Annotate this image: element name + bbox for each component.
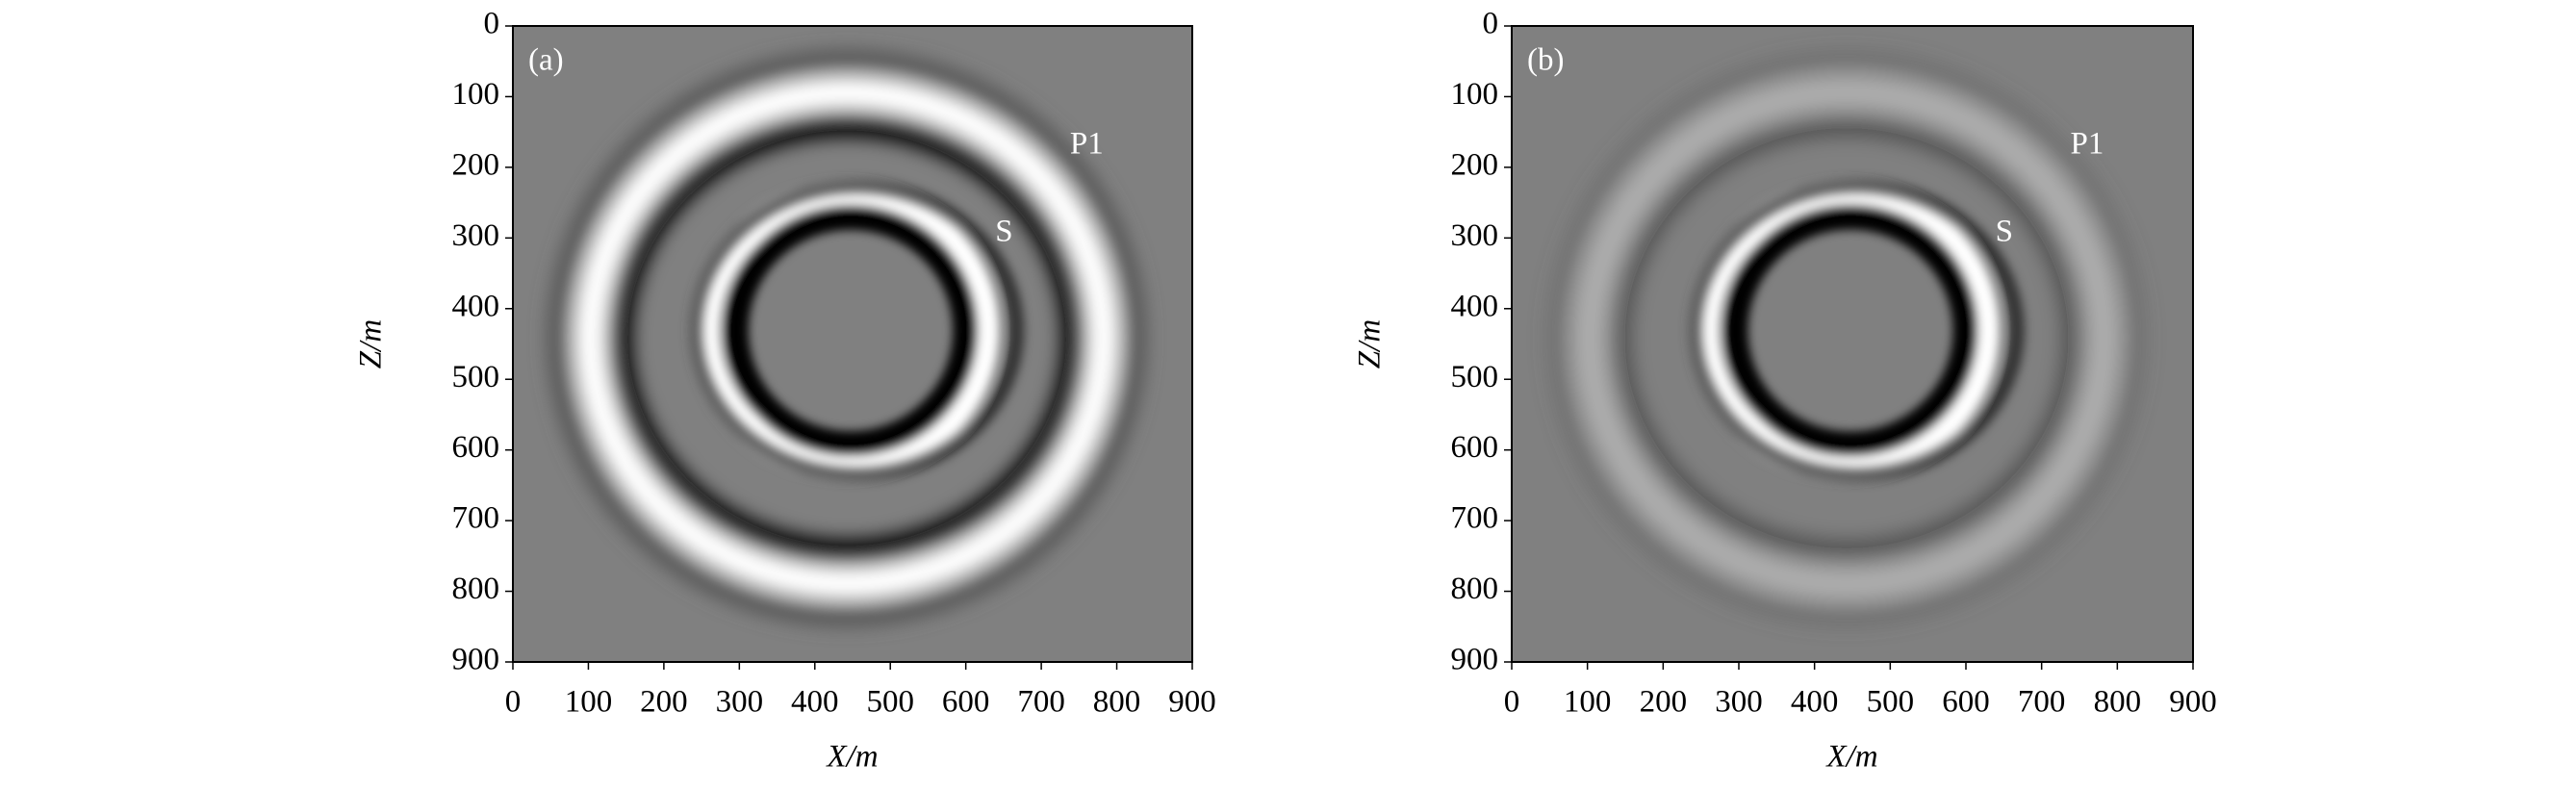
s-ring-white — [1690, 181, 2000, 480]
y-tick-label: 800 — [1451, 572, 1499, 606]
y-tick-label: 800 — [452, 572, 500, 606]
wavefield — [513, 26, 1192, 662]
annotation: P1 — [1070, 127, 1104, 162]
wavefield — [1512, 26, 2193, 662]
s-ring-black — [723, 204, 979, 457]
x-tick-label: 300 — [1715, 685, 1763, 720]
x-tick-label: 200 — [1640, 685, 1688, 720]
p-ring-faint — [546, 49, 1148, 627]
p-ring-white — [1572, 75, 2121, 601]
x-tick-label: 0 — [1504, 685, 1520, 720]
y-tick-label: 700 — [452, 501, 500, 536]
x-axis-label: X/m — [825, 740, 878, 775]
x-tick-label: 800 — [2094, 685, 2142, 720]
x-tick-label: 500 — [866, 685, 914, 720]
y-axis-label: Z/m — [1353, 319, 1388, 369]
y-tick-label: 700 — [1451, 501, 1499, 536]
x-tick-label: 100 — [1564, 685, 1612, 720]
rings — [546, 49, 1148, 627]
y-tick-label: 400 — [1451, 289, 1499, 323]
annotation: P1 — [2071, 127, 2104, 162]
y-tick-label: 900 — [452, 643, 500, 677]
x-tick-label: 400 — [1791, 685, 1839, 720]
p-ring-white — [574, 76, 1120, 600]
x-tick-label: 900 — [2169, 685, 2217, 720]
s-ring-black-outer — [688, 179, 1025, 482]
x-tick-label: 900 — [1168, 685, 1216, 720]
y-tick-label: 500 — [1451, 360, 1499, 394]
s-ring-white — [690, 181, 1000, 480]
x-tick-label: 300 — [716, 685, 764, 720]
s-rings — [1688, 179, 2025, 482]
x-tick-label: 500 — [1867, 685, 1915, 720]
x-tick-label: 400 — [791, 685, 839, 720]
x-tick-label: 700 — [2018, 685, 2066, 720]
y-tick-label: 100 — [452, 77, 500, 112]
y-tick-label: 400 — [452, 289, 500, 323]
panel-label: (a) — [528, 43, 564, 78]
panel-label: (b) — [1527, 43, 1564, 78]
y-tick-label: 0 — [484, 7, 500, 41]
y-axis-label: Z/m — [354, 319, 389, 369]
annotation: S — [995, 215, 1012, 249]
y-tick-label: 200 — [1451, 147, 1499, 182]
frame — [1511, 25, 2194, 663]
p-ring-faint — [1545, 48, 2148, 628]
annotation: S — [1996, 215, 2013, 249]
y-tick-label: 600 — [452, 430, 500, 465]
y-tick-label: 200 — [452, 147, 500, 182]
x-tick-label: 200 — [640, 685, 688, 720]
s-ring-black — [1722, 204, 1978, 457]
x-axis-label: X/m — [1824, 740, 1877, 775]
y-tick-label: 900 — [1451, 643, 1499, 677]
p-ring-black — [607, 113, 1086, 564]
y-tick-label: 600 — [1451, 430, 1499, 465]
x-tick-label: 700 — [1017, 685, 1065, 720]
x-tick-label: 0 — [505, 685, 522, 720]
y-tick-label: 300 — [1451, 218, 1499, 253]
y-tick-label: 300 — [452, 218, 500, 253]
y-tick-label: 500 — [452, 360, 500, 394]
x-tick-label: 600 — [1942, 685, 1990, 720]
s-ring-black-outer — [1688, 179, 2025, 482]
y-tick-label: 100 — [1451, 77, 1499, 112]
y-tick-label: 0 — [1483, 7, 1499, 41]
x-tick-label: 600 — [942, 685, 990, 720]
s-rings — [688, 179, 1025, 482]
frame — [512, 25, 1193, 663]
x-tick-label: 100 — [565, 685, 613, 720]
rings — [1545, 48, 2148, 628]
x-tick-label: 800 — [1093, 685, 1141, 720]
p-ring-black — [1607, 112, 2086, 565]
